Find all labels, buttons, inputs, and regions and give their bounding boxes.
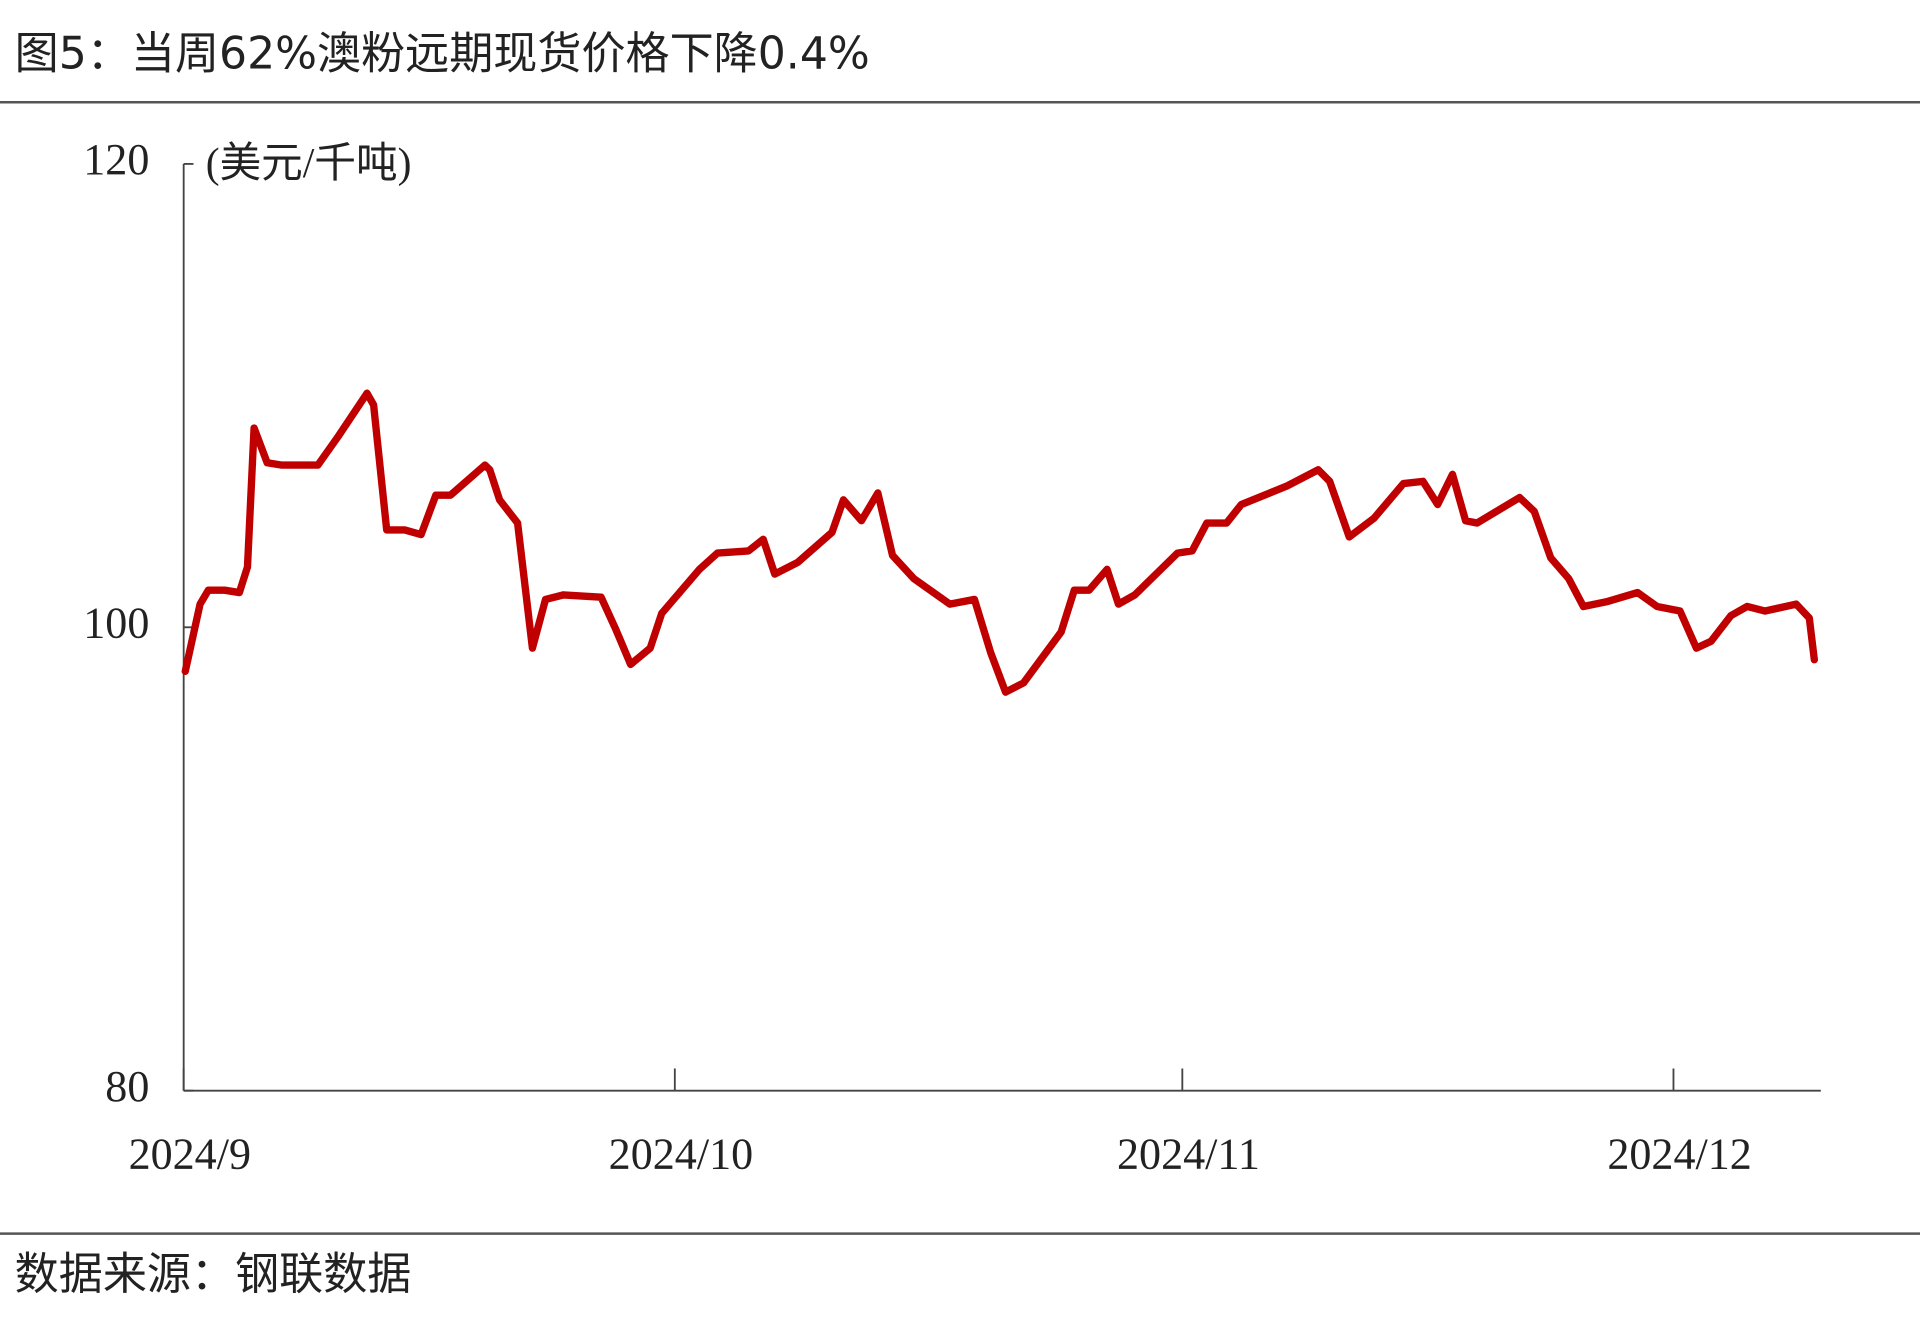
y-tick-label: 80 xyxy=(105,1062,149,1111)
y-axis-label: (美元/千吨) xyxy=(206,141,412,187)
x-tick-label: 2024/11 xyxy=(1117,1130,1260,1179)
x-tick-label: 2024/10 xyxy=(609,1130,753,1179)
source: 数据来源：钢联数据 xyxy=(15,1249,412,1300)
x-tick-label: 2024/9 xyxy=(129,1130,251,1179)
y-tick-label: 100 xyxy=(83,598,149,647)
chart-title: 图5：当周62%澳粉远期现货价格下降0.4% xyxy=(15,29,870,80)
y-tick-label: 120 xyxy=(83,135,149,184)
x-tick-label: 2024/12 xyxy=(1607,1130,1751,1179)
line-series xyxy=(181,389,1819,696)
